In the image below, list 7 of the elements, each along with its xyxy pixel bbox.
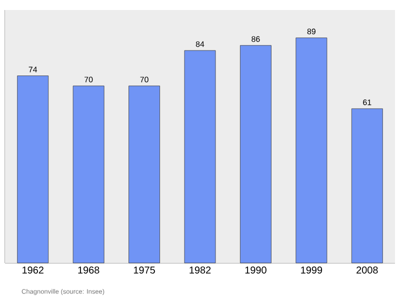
x-tick-label: 1968 — [78, 266, 100, 274]
x-tick-label: 1999 — [301, 266, 322, 274]
x-tick-label: 1982 — [190, 266, 211, 274]
x-tick-label: 1990 — [245, 266, 266, 274]
x-tick-label: 1975 — [134, 266, 155, 274]
x-tick-label: 2008 — [356, 266, 378, 274]
x-tick-label: 1962 — [22, 266, 44, 274]
